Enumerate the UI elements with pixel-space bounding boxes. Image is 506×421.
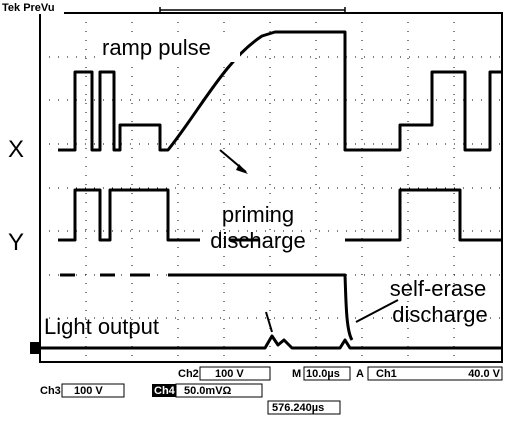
priming-arrow	[266, 312, 272, 332]
readout: Ch1	[376, 368, 397, 380]
readout: Ch4	[154, 385, 176, 397]
readout: 100 V	[74, 385, 103, 397]
page: Tek PreVu ramp pulse X Y priming dischar…	[0, 0, 506, 416]
annotation: Light output	[44, 314, 159, 339]
annotation: discharge	[210, 228, 305, 253]
trace-label: X	[8, 136, 24, 163]
readout: 50.0mVΩ	[184, 385, 232, 397]
annotation: ramp pulse	[102, 35, 211, 60]
annotation: priming	[222, 202, 294, 227]
readout: M	[292, 368, 301, 380]
ground-marker	[30, 342, 40, 354]
readout: 40.0 V	[468, 368, 500, 380]
brand: Tek PreVu	[2, 2, 55, 14]
trace-label: Y	[8, 229, 24, 256]
readout: 10.0µs	[306, 368, 340, 380]
readout: 576.240µs	[272, 402, 324, 414]
readout: 100 V	[215, 368, 244, 380]
scope-screen: Tek PreVu ramp pulse X Y priming dischar…	[0, 0, 506, 416]
readout: A	[356, 368, 364, 380]
annotation: self-erase	[390, 276, 487, 301]
annotation: discharge	[392, 302, 487, 327]
readout: Ch3	[40, 385, 61, 397]
readout: Ch2	[178, 368, 199, 380]
